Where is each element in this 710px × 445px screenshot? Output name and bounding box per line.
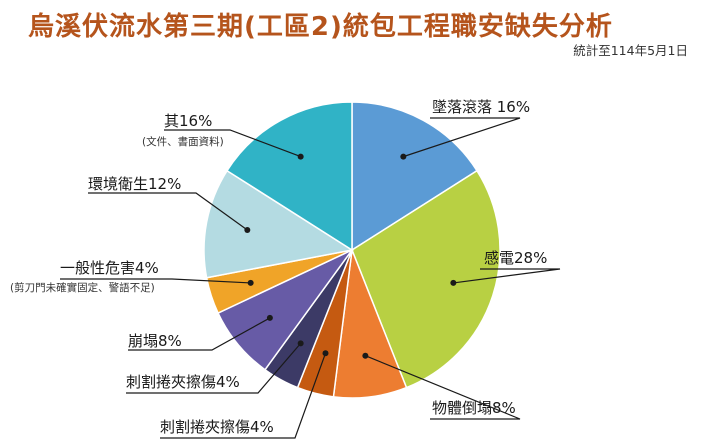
slice-label: 崩塌8%: [128, 332, 182, 350]
slice-note: (文件、書面資料): [142, 135, 224, 148]
pie-slice: [351, 101, 478, 252]
slice-label: 刺割捲夾擦傷4%: [160, 418, 274, 436]
leader-line: [60, 278, 251, 284]
pie-slice: [203, 169, 355, 279]
leader-line: [160, 353, 327, 439]
leader-line: [128, 317, 271, 351]
leader-line: [88, 192, 248, 231]
slice-note: (剪刀門未確實固定、警語不足): [10, 281, 155, 294]
pie-slice: [351, 169, 501, 389]
slice-label: 物體倒塌8%: [432, 399, 516, 417]
leader-line: [164, 129, 301, 158]
leader-line: [126, 342, 302, 394]
slice-label: 一般性危害4%: [60, 259, 159, 277]
slice-label: 感電28%: [484, 249, 547, 267]
pie-slice: [226, 101, 353, 252]
slice-label: 其16%: [164, 112, 212, 130]
chart-title: 烏溪伏流水第三期(工區2)統包工程職安缺失分析: [28, 12, 613, 42]
slice-label: 刺割捲夾擦傷4%: [126, 373, 240, 391]
leader-line: [453, 268, 561, 284]
leader-line: [403, 117, 521, 158]
leader-line: [365, 355, 521, 420]
slice-label: 墜落滾落 16%: [432, 98, 530, 116]
slice-label: 環境衛生12%: [88, 175, 181, 193]
chart-subtitle: 統計至114年5月1日: [573, 43, 688, 58]
